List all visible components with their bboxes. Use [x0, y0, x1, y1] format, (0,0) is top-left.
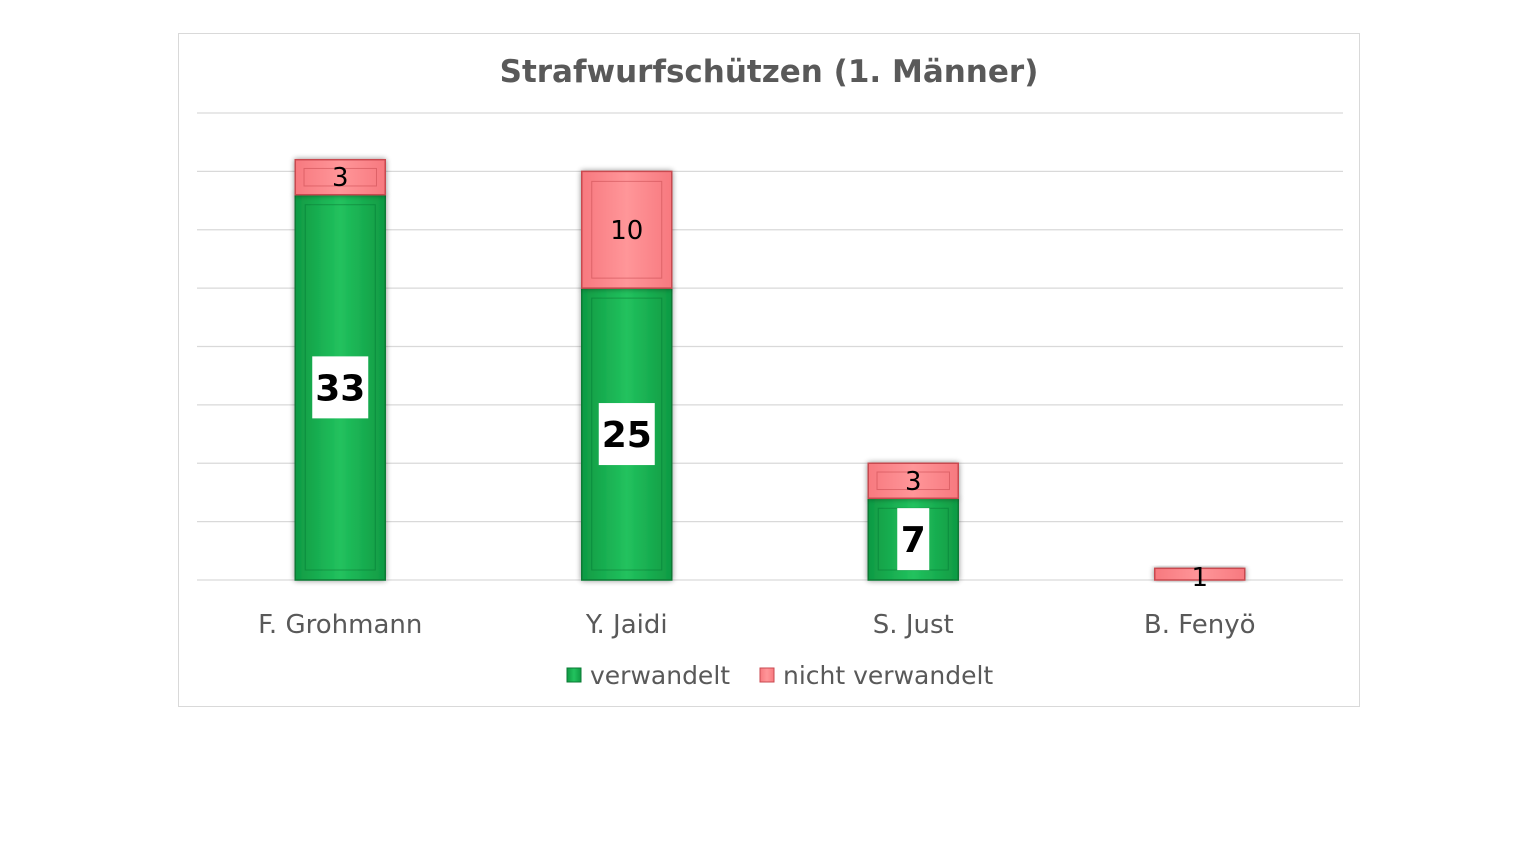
data-label-verwandelt: 25: [602, 415, 652, 456]
legend-swatch: [566, 667, 582, 683]
bar-segment: [581, 170, 673, 289]
x-axis-labels: F. Grohmann Y. Jaidi S. Just B. Fenyö: [258, 610, 1255, 640]
data-label-box: [598, 403, 655, 466]
data-label-nicht-verwandelt: 10: [610, 216, 643, 246]
bar-nicht-verwandelt: [1154, 567, 1246, 581]
data-label-box: [897, 508, 930, 571]
bar-segment: [1154, 567, 1246, 581]
legend: verwandelt nicht verwandelt: [566, 661, 993, 690]
chart-title: Strafwurfschützen (1. Männer): [500, 54, 1039, 90]
legend-label: verwandelt: [590, 661, 730, 690]
data-label-box: [312, 356, 369, 419]
x-tick-label: S. Just: [873, 610, 954, 640]
bar-bevel: [876, 471, 950, 491]
bar-nicht-verwandelt: [867, 462, 959, 500]
legend-swatch: [759, 667, 775, 683]
gridlines: [197, 112, 1343, 581]
data-label-nicht-verwandelt: 1: [1191, 563, 1208, 593]
x-tick-label: B. Fenyö: [1144, 610, 1256, 640]
data-label-nicht-verwandelt: 3: [905, 467, 922, 497]
x-tick-label: F. Grohmann: [258, 610, 422, 640]
x-tick-label: Y. Jaidi: [585, 610, 668, 640]
bar-bevel: [591, 180, 663, 279]
bar-nicht-verwandelt: [294, 158, 386, 196]
bar-bevel: [591, 297, 663, 571]
data-label-verwandelt: 7: [901, 520, 926, 561]
bar-bevel: [303, 167, 377, 187]
bar-segment: [867, 462, 959, 500]
bar-nicht-verwandelt: [581, 170, 673, 289]
bar-bevel: [304, 204, 376, 571]
data-label-verwandelt: 33: [315, 368, 365, 409]
legend-label: nicht verwandelt: [783, 661, 993, 690]
bar-segment: [294, 158, 386, 196]
data-label-nicht-verwandelt: 3: [332, 163, 349, 193]
